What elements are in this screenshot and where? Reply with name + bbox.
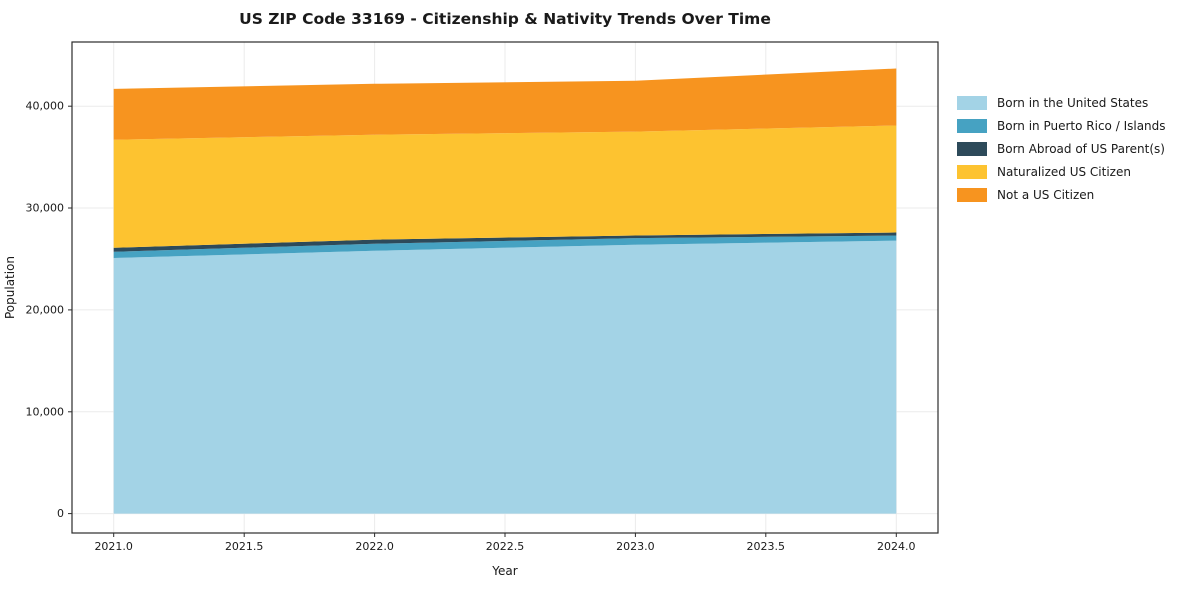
legend-swatch — [957, 142, 987, 156]
area-series-4 — [113, 68, 897, 140]
legend-item: Not a US Citizen — [957, 188, 1166, 202]
x-tick-label: 2022.0 — [355, 540, 394, 553]
chart-title: US ZIP Code 33169 - Citizenship & Nativi… — [239, 10, 771, 28]
x-tick-label: 2022.5 — [486, 540, 525, 553]
x-tick-label: 2021.0 — [94, 540, 133, 553]
x-tick-label: 2024.0 — [877, 540, 916, 553]
area-series-0 — [113, 240, 897, 514]
x-tick-label: 2021.5 — [225, 540, 264, 553]
legend: Born in the United States Born in Puerto … — [957, 96, 1166, 202]
x-axis-label: Year — [491, 564, 517, 578]
legend-item: Born in the United States — [957, 96, 1166, 110]
y-tick-label: 30,000 — [26, 202, 65, 215]
area-series-3 — [113, 125, 897, 248]
legend-item: Born Abroad of US Parent(s) — [957, 142, 1166, 156]
legend-label: Born in the United States — [997, 96, 1149, 110]
x-tick-label: 2023.0 — [616, 540, 655, 553]
legend-swatch — [957, 188, 987, 202]
legend-label: Born Abroad of US Parent(s) — [997, 142, 1165, 156]
legend-swatch — [957, 119, 987, 133]
legend-swatch — [957, 165, 987, 179]
legend-item: Naturalized US Citizen — [957, 165, 1166, 179]
y-tick-label: 10,000 — [26, 405, 65, 418]
legend-label: Not a US Citizen — [997, 188, 1095, 202]
legend-label: Naturalized US Citizen — [997, 165, 1131, 179]
legend-item: Born in Puerto Rico / Islands — [957, 119, 1166, 133]
y-tick-label: 40,000 — [26, 100, 65, 113]
y-tick-label: 0 — [57, 507, 64, 520]
legend-swatch — [957, 96, 987, 110]
y-tick-label: 20,000 — [26, 303, 65, 316]
y-axis-label: Population — [3, 256, 17, 319]
x-tick-label: 2023.5 — [747, 540, 786, 553]
legend-label: Born in Puerto Rico / Islands — [997, 119, 1166, 133]
area-series-1 — [113, 235, 897, 258]
area-series-2 — [113, 232, 897, 252]
